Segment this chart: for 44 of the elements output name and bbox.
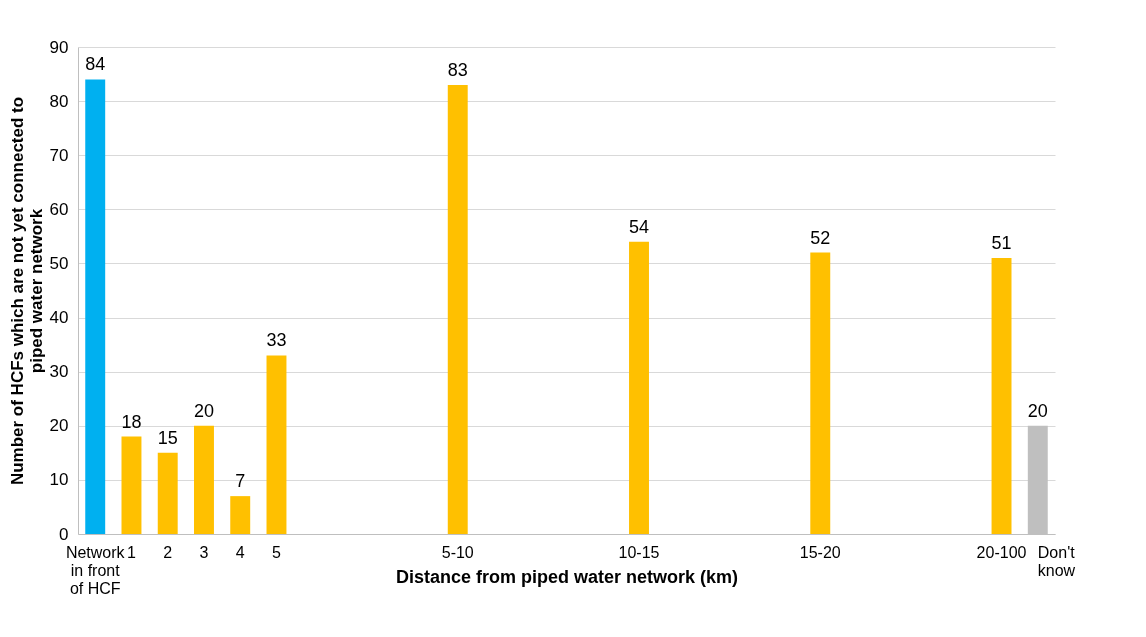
x-tick-label: 4: [235, 543, 245, 561]
x-tick-label: 15-20: [799, 543, 841, 561]
x-axis-title: Distance from piped water network (km): [395, 566, 739, 587]
y-tick-label: 60: [49, 199, 69, 219]
data-label: 20: [193, 400, 214, 421]
y-tick-label: 70: [49, 145, 69, 165]
y-tick-label: 50: [49, 253, 69, 273]
y-tick-label: 80: [49, 91, 69, 111]
x-tick-label: 20-100: [976, 543, 1027, 561]
y-tick-label: 0: [59, 524, 69, 544]
bar: [629, 241, 649, 534]
x-tick-label: 10-15: [618, 543, 660, 561]
bar: [266, 355, 287, 534]
bar: [85, 79, 106, 534]
data-label: 7: [235, 471, 246, 492]
data-label: 15: [157, 427, 178, 448]
data-label: 84: [85, 54, 106, 75]
data-label: 83: [447, 59, 468, 80]
x-tick-label: 3: [199, 543, 209, 561]
bar: [194, 425, 214, 534]
y-tick-label: 90: [49, 37, 69, 57]
data-label: 52: [810, 227, 831, 248]
y-tick-label: 30: [49, 362, 69, 382]
data-label: 51: [991, 233, 1012, 254]
x-tick-label: 1: [127, 543, 137, 561]
bar: [121, 436, 142, 534]
x-tick-label: Don't know: [1037, 543, 1076, 579]
data-label: 33: [266, 330, 287, 351]
x-tick-label: 5: [272, 543, 282, 561]
data-label: 18: [121, 411, 142, 432]
data-label: 20: [1027, 400, 1048, 421]
x-tick-label: 2: [163, 543, 173, 561]
x-tick-label: Network in front of HCF: [65, 543, 126, 597]
y-tick-label: 20: [49, 416, 69, 436]
x-tick-label: 5-10: [441, 543, 474, 561]
y-axis-title: Number of HCFs which are not yet connected to piped water network: [7, 96, 46, 486]
bar: [447, 84, 468, 534]
y-tick-label: 10: [49, 470, 69, 490]
data-label: 54: [628, 216, 650, 237]
bar: [157, 452, 178, 534]
bar: [810, 252, 831, 534]
bar: [991, 258, 1012, 534]
bar: [230, 496, 251, 534]
y-tick-label: 40: [49, 308, 69, 328]
